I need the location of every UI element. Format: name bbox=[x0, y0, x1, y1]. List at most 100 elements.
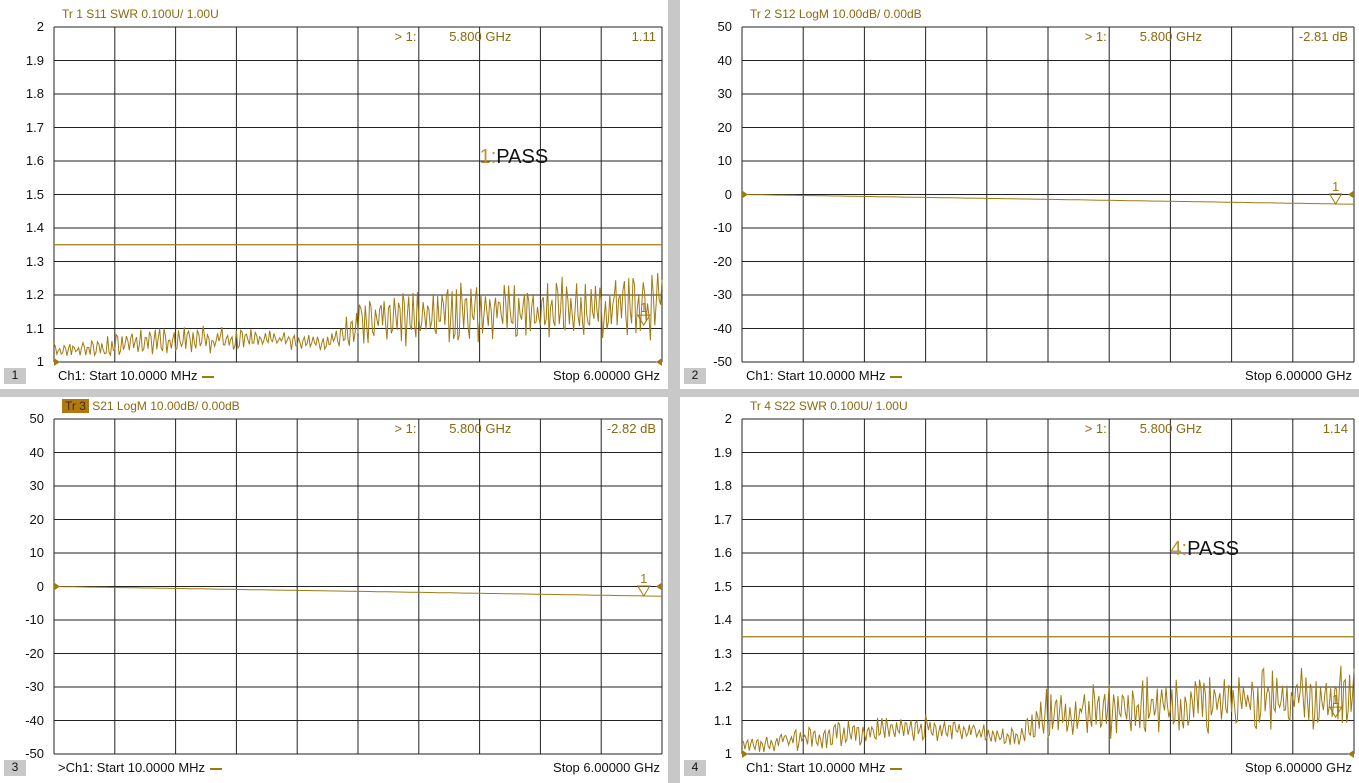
channel-number-badge: 1 bbox=[4, 368, 26, 384]
y-tick-label: 1.3 bbox=[713, 645, 732, 661]
pass-trace-number: 4: bbox=[1170, 537, 1188, 560]
y-tick-label: -20 bbox=[713, 253, 732, 269]
y-tick-label: 1 bbox=[36, 354, 44, 369]
y-tick-label: -50 bbox=[25, 746, 44, 761]
y-tick-label: 20 bbox=[29, 511, 44, 527]
chart-panel-2: Tr 2 S12 LogM 10.00dB/ 0.00dB 1 50 40 30 20 10… bbox=[680, 0, 1359, 389]
start-dash-icon bbox=[210, 767, 223, 770]
plot-area: 1 bbox=[741, 418, 1355, 758]
reference-arrow-right bbox=[656, 582, 662, 591]
trace-title: Tr 4 S22 SWR 0.100U/ 1.00U bbox=[750, 399, 908, 413]
start-dash-icon bbox=[202, 375, 215, 378]
marker-triangle bbox=[1328, 193, 1343, 205]
y-tick-label: 1.4 bbox=[713, 612, 732, 627]
marker-value: -2.82 dB bbox=[606, 421, 656, 436]
reference-arrow-left bbox=[54, 358, 60, 366]
x-start-label: Ch1: Start 10.0000 MHz bbox=[58, 368, 215, 383]
y-tick-label: 1.9 bbox=[25, 52, 44, 68]
y-tick-label: 10 bbox=[717, 153, 732, 168]
marker-value: -2.81 dB bbox=[1298, 29, 1348, 44]
y-tick-label: 1.8 bbox=[25, 86, 44, 101]
y-tick-label: 1.2 bbox=[25, 287, 44, 302]
y-tick-label: -40 bbox=[25, 712, 44, 728]
trace-line bbox=[741, 194, 1355, 205]
marker-label: > 1: bbox=[1084, 421, 1107, 436]
x-start-text: Ch1: Start 10.0000 MHz bbox=[746, 760, 886, 775]
x-start-text: >Ch1: Start 10.0000 MHz bbox=[58, 760, 206, 775]
chart-title: Tr 1 S11 SWR 0.100U/ 1.00U bbox=[62, 7, 219, 21]
marker-frequency: 5.800 GHz bbox=[1139, 29, 1202, 44]
y-tick-label: 2 bbox=[36, 19, 44, 34]
reference-arrow-right bbox=[656, 358, 662, 366]
marker-value: 1.14 bbox=[1322, 421, 1348, 436]
reference-arrow-right bbox=[1348, 750, 1354, 758]
x-stop-label: Stop 6.00000 GHz bbox=[1245, 760, 1352, 775]
marker-triangle bbox=[636, 585, 651, 597]
y-tick-label: 50 bbox=[29, 411, 44, 426]
y-tick-label: 1.2 bbox=[713, 679, 732, 694]
chart-panel-4: Tr 4 S22 SWR 0.100U/ 1.00U 1 2 1.9 1.8 1.7 1.6… bbox=[680, 397, 1359, 783]
trace-title: S21 LogM 10.00dB/ 0.00dB bbox=[88, 399, 240, 413]
y-tick-label: -40 bbox=[713, 320, 732, 336]
marker-number: 1 bbox=[640, 300, 647, 315]
x-stop-label: Stop 6.00000 GHz bbox=[553, 760, 660, 775]
y-tick-label: 1.7 bbox=[713, 511, 732, 527]
y-tick-label: -10 bbox=[25, 612, 44, 627]
y-tick-label: 1.3 bbox=[25, 253, 44, 269]
trace-title: Tr 1 S11 SWR 0.100U/ 1.00U bbox=[62, 7, 219, 21]
y-tick-label: 40 bbox=[717, 52, 732, 68]
marker-label: > 1: bbox=[394, 29, 417, 44]
y-tick-label: 0 bbox=[36, 578, 44, 594]
y-tick-label: 1.1 bbox=[713, 712, 732, 728]
marker-label: > 1: bbox=[394, 421, 417, 436]
y-tick-label: 20 bbox=[717, 119, 732, 135]
y-tick-label: 1.1 bbox=[25, 320, 44, 336]
marker-frequency: 5.800 GHz bbox=[1139, 421, 1202, 436]
x-start-text: Ch1: Start 10.0000 MHz bbox=[58, 368, 198, 383]
x-stop-label: Stop 6.00000 GHz bbox=[553, 368, 660, 383]
trace-title: Tr 2 S12 LogM 10.00dB/ 0.00dB bbox=[750, 7, 922, 21]
channel-number-badge: 4 bbox=[684, 760, 706, 776]
chart-title: Tr 3 S21 LogM 10.00dB/ 0.00dB bbox=[62, 399, 240, 413]
chart-title: Tr 2 S12 LogM 10.00dB/ 0.00dB bbox=[750, 7, 922, 21]
y-tick-label: 50 bbox=[717, 19, 732, 34]
y-tick-label: 0 bbox=[724, 186, 732, 202]
chart-panel-1: Tr 1 S11 SWR 0.100U/ 1.00U 1 2 1.9 1.8 1.7 1.6… bbox=[0, 0, 668, 389]
x-stop-label: Stop 6.00000 GHz bbox=[1245, 368, 1352, 383]
plot-area: 1 bbox=[53, 418, 663, 755]
y-tick-label: -50 bbox=[713, 354, 732, 369]
x-start-label: Ch1: Start 10.0000 MHz bbox=[746, 760, 903, 775]
trace-label-box: Tr 3 bbox=[62, 399, 89, 413]
marker-number: 1 bbox=[1332, 692, 1339, 707]
y-tick-label: 10 bbox=[29, 545, 44, 560]
pass-text: PASS bbox=[1187, 537, 1239, 560]
trace-line bbox=[741, 665, 1355, 752]
marker-number: 1 bbox=[640, 571, 647, 586]
reference-arrow-right bbox=[1348, 190, 1354, 199]
marker-frequency: 5.800 GHz bbox=[449, 421, 512, 436]
y-tick-label: 1.6 bbox=[713, 545, 732, 560]
trace-line bbox=[53, 272, 663, 358]
start-dash-icon bbox=[890, 375, 903, 378]
x-start-text: Ch1: Start 10.0000 MHz bbox=[746, 368, 886, 383]
start-dash-icon bbox=[890, 767, 903, 770]
y-tick-label: -30 bbox=[713, 287, 732, 302]
channel-number-badge: 3 bbox=[4, 760, 26, 776]
pass-status: 4:PASS bbox=[1170, 538, 1239, 561]
plot-area: 1 bbox=[53, 26, 663, 366]
y-tick-label: 30 bbox=[29, 478, 44, 493]
channel-number-badge: 2 bbox=[684, 368, 706, 384]
marker-value: 1.11 bbox=[631, 29, 656, 44]
marker-number: 1 bbox=[1332, 179, 1339, 194]
y-tick-label: 40 bbox=[29, 444, 44, 460]
x-start-label: Ch1: Start 10.0000 MHz bbox=[746, 368, 903, 383]
chart-title: Tr 4 S22 SWR 0.100U/ 1.00U bbox=[750, 399, 908, 413]
y-tick-label: -10 bbox=[713, 220, 732, 235]
plot-area: 1 bbox=[741, 26, 1355, 363]
trace-line bbox=[53, 586, 663, 597]
chart-panel-3: Tr 3 S21 LogM 10.00dB/ 0.00dB 1 50 40 30 20 10… bbox=[0, 397, 668, 783]
y-tick-label: 1.9 bbox=[713, 444, 732, 460]
y-tick-label: 30 bbox=[717, 86, 732, 101]
marker-label: > 1: bbox=[1084, 29, 1107, 44]
pass-status: 1:PASS bbox=[480, 146, 549, 169]
